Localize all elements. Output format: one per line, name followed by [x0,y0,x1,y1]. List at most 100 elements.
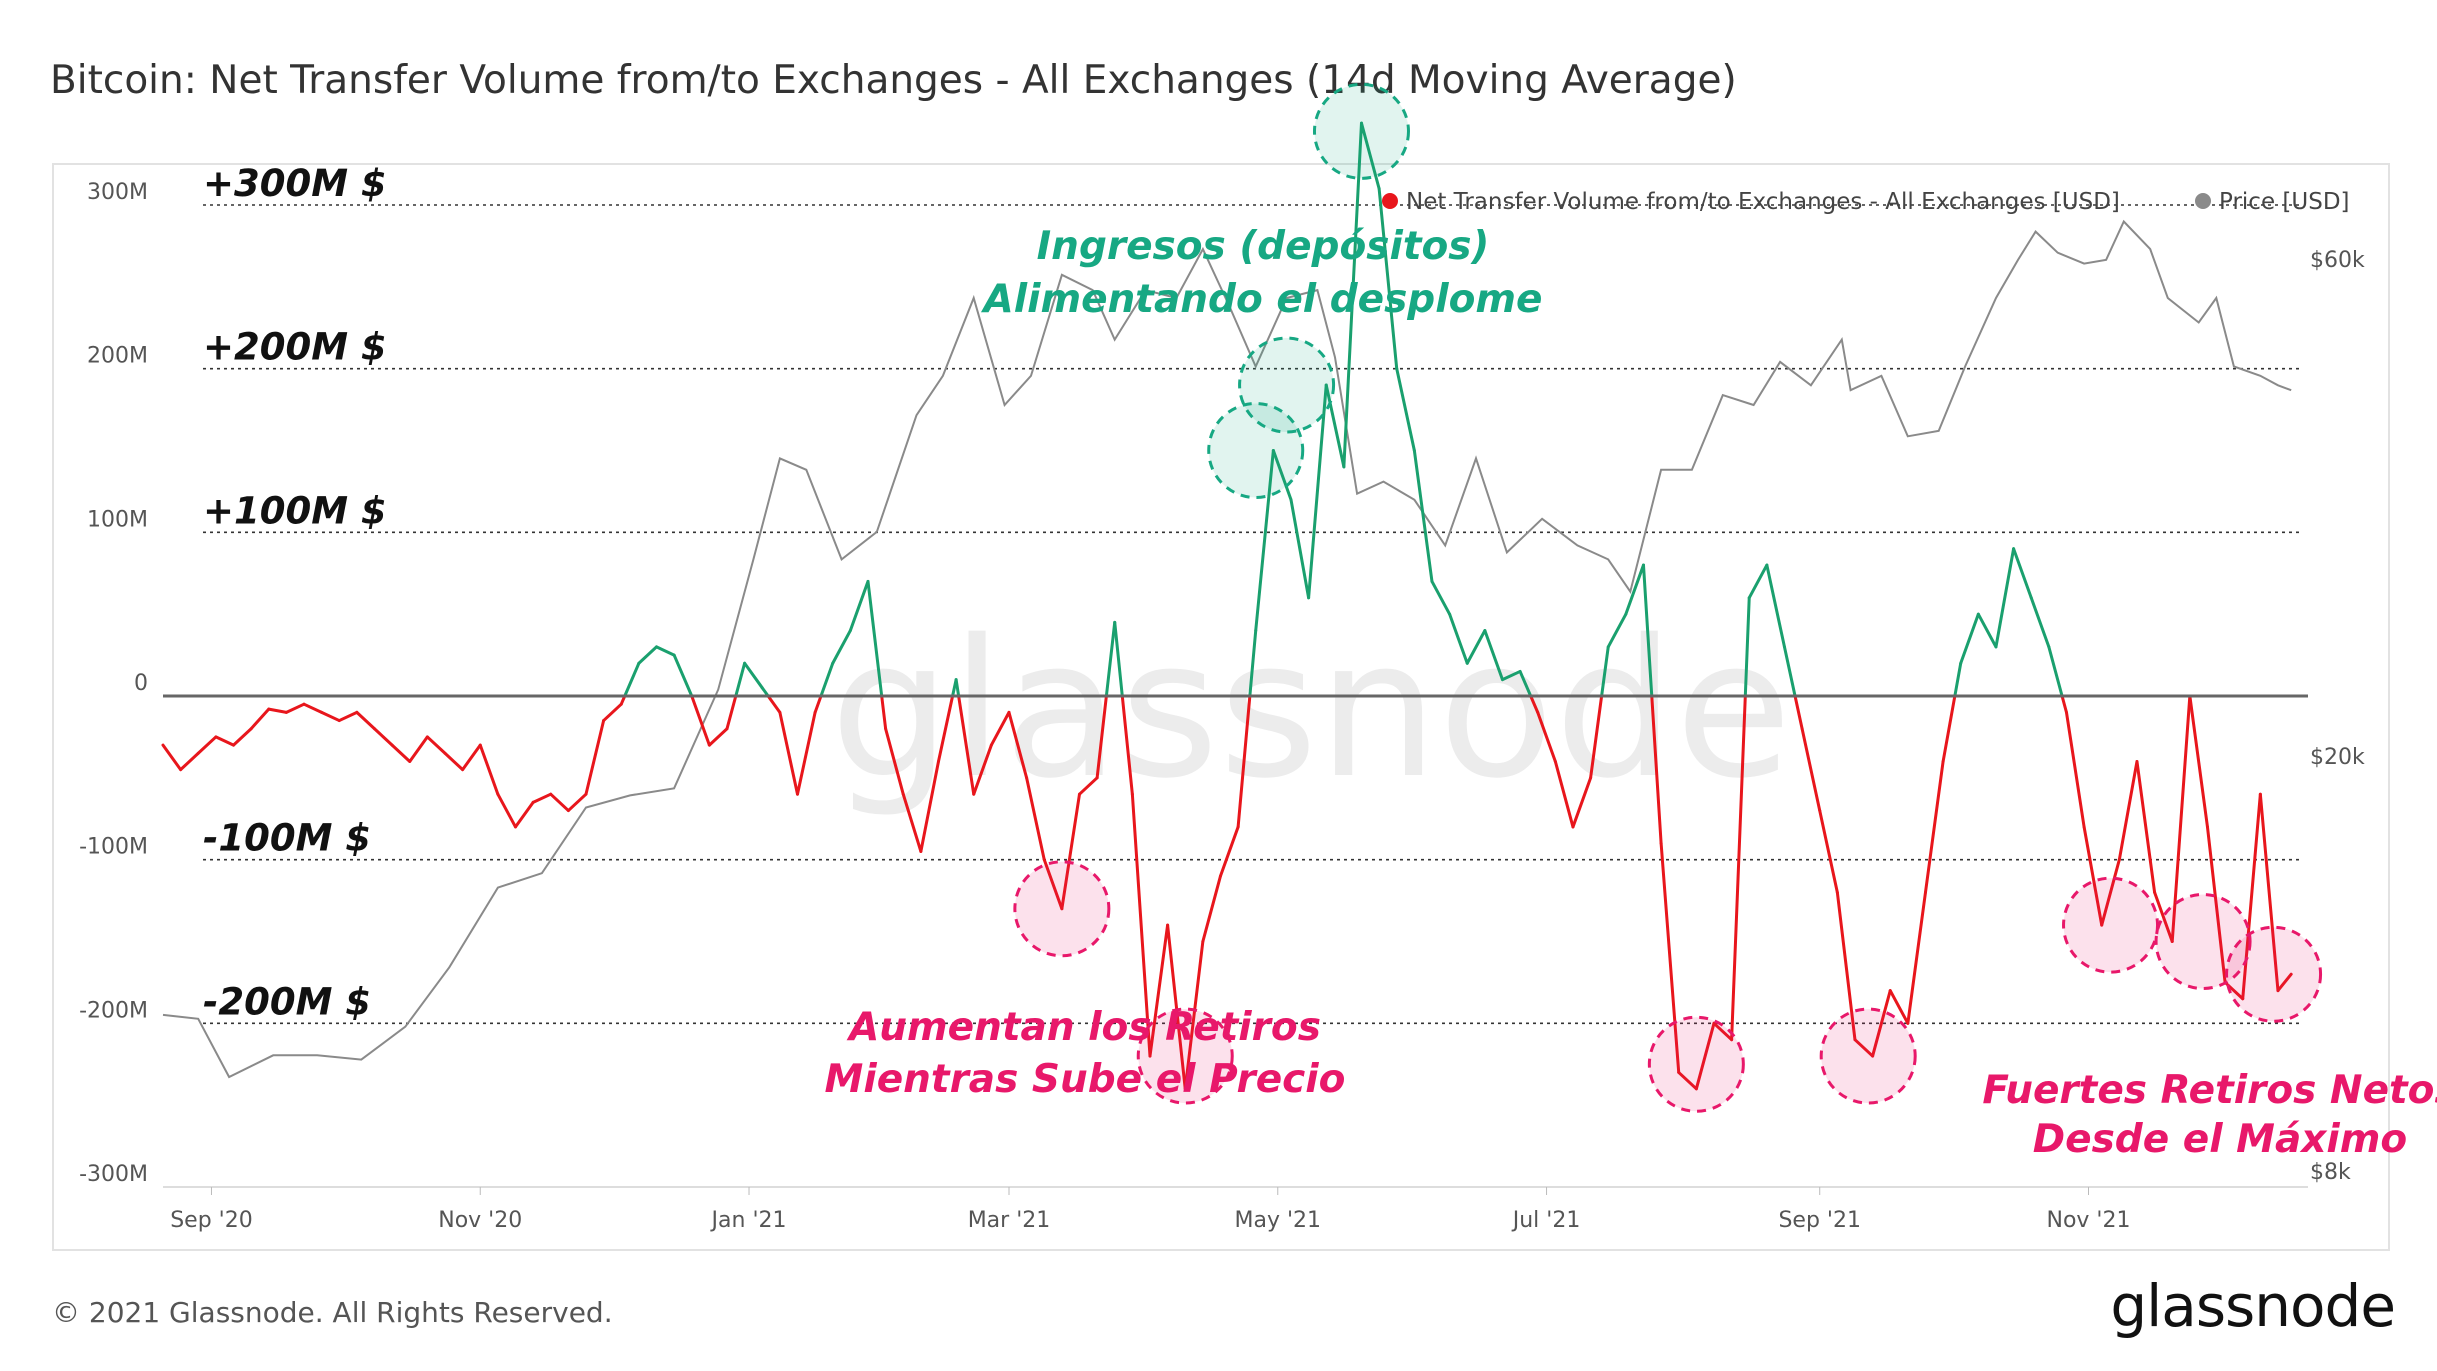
highlight-circles [1013,82,2323,1113]
net-segment [989,710,1011,747]
net-segment [1324,383,1346,469]
net-segment [831,629,852,665]
net-segment [1218,825,1240,878]
net-segment [408,735,429,763]
price-line [162,219,2292,1079]
net-segment [1183,940,1205,1091]
net-segment [734,661,747,698]
net-segment [372,727,394,747]
net-segment [778,710,799,796]
annotations: Ingresos (depósitos) Alimentando el despl… [825,224,2437,1162]
net-segment [1941,694,1957,763]
net-segment [743,661,764,690]
net-segment [161,743,183,772]
net-segment [1923,759,1945,894]
net-segment [1148,923,1170,1058]
net-segment [2205,825,2227,984]
net-segment [1650,694,1663,845]
net-segment [478,743,500,796]
x-tick-label: Nov '20 [438,1208,522,1233]
net-segment [584,719,606,796]
net-segment [2029,596,2051,649]
legend[interactable]: Net Transfer Volume from/to Exchanges - … [1382,189,2350,215]
net-segment [1412,449,1434,583]
net-segment [531,792,553,804]
net-segment [936,694,955,763]
net-segment [2012,547,2033,600]
highlight-circle [1647,1015,1745,1113]
level-label: -200M $ [203,980,371,1023]
net-segment [819,661,835,698]
highlight-circle [2154,893,2252,990]
net-segment [725,694,738,731]
net-segment [337,710,359,723]
net-segment [231,727,253,747]
net-segment [1694,1021,1716,1091]
net-segment [848,579,870,633]
net-segment [1976,612,1998,649]
net-segment [972,743,993,796]
net-segment [1677,1070,1698,1091]
net-segment [766,694,782,714]
y-left-tick-label: 200M [87,344,148,369]
level-labels: +300M $ +200M $ +100M $ -100M $ -200M $ [203,162,387,1023]
price-series [162,219,2292,1079]
net-segment [880,694,888,731]
annotation-line: Ingresos (depósitos) [1037,224,1490,269]
net-segment [1395,367,1416,452]
net-segment [654,645,676,657]
net-segment [1571,776,1593,829]
x-tick-label: May '21 [1234,1208,1321,1233]
y-left-tick-label: -200M [79,998,148,1023]
net-segment [2082,825,2104,927]
net-segment [1307,383,1328,600]
net-segment [1953,661,1963,698]
net-segment [1342,121,1363,469]
annotation-line: Aumentan los Retiros [846,1005,1321,1050]
level-label: +100M $ [203,489,387,532]
net-segment [1359,121,1381,191]
net-segment [1730,694,1747,1042]
net-segment [623,661,641,698]
x-tick-label: Nov '21 [2047,1208,2131,1233]
x-tick-label: Jan '21 [710,1208,787,1233]
net-segment [1712,1021,1734,1042]
net-segment [1166,923,1187,1091]
net-segment [1248,629,1258,698]
net-segment [1236,694,1252,829]
net-segment [2060,694,2068,714]
net-segment [1529,694,1540,714]
net-segment [549,792,570,813]
annotation-line: Desde el Máximo [2033,1117,2407,1162]
net-segment [196,735,218,755]
net-segment [302,702,324,714]
net-segment [1518,669,1533,698]
net-segment [1906,890,1927,1025]
net-segment [2188,694,2209,829]
net-segment [602,702,623,723]
net-segment [1104,620,1117,698]
net-segment [795,710,817,796]
net-segment [2153,890,2174,943]
net-segment [566,792,588,813]
y-left-tick-label: 300M [87,180,148,205]
axes: Sep '20 Nov '20 Jan '21 Mar '21 May '21 Jul '… [79,180,2365,1233]
net-segment [707,727,729,747]
net-segment [425,735,447,755]
net-segment [1765,563,1786,649]
net-segment [284,702,306,714]
highlight-circle [2225,925,2323,1023]
net-segment [1853,1038,1875,1058]
net-segment [672,653,694,698]
net-segment [179,751,200,772]
net-segment [866,579,884,698]
highlight-circle [1013,860,1111,958]
net-segment [1042,858,1064,911]
net-segment [1793,694,1804,731]
net-segment [1553,759,1575,829]
net-segment [1289,498,1311,600]
legend-dot-net [1382,193,1398,209]
net-segment [1747,563,1769,600]
net-segment [1835,890,1857,1042]
copyright-footer: © 2021 Glassnode. All Rights Reserved. [52,1296,613,1329]
